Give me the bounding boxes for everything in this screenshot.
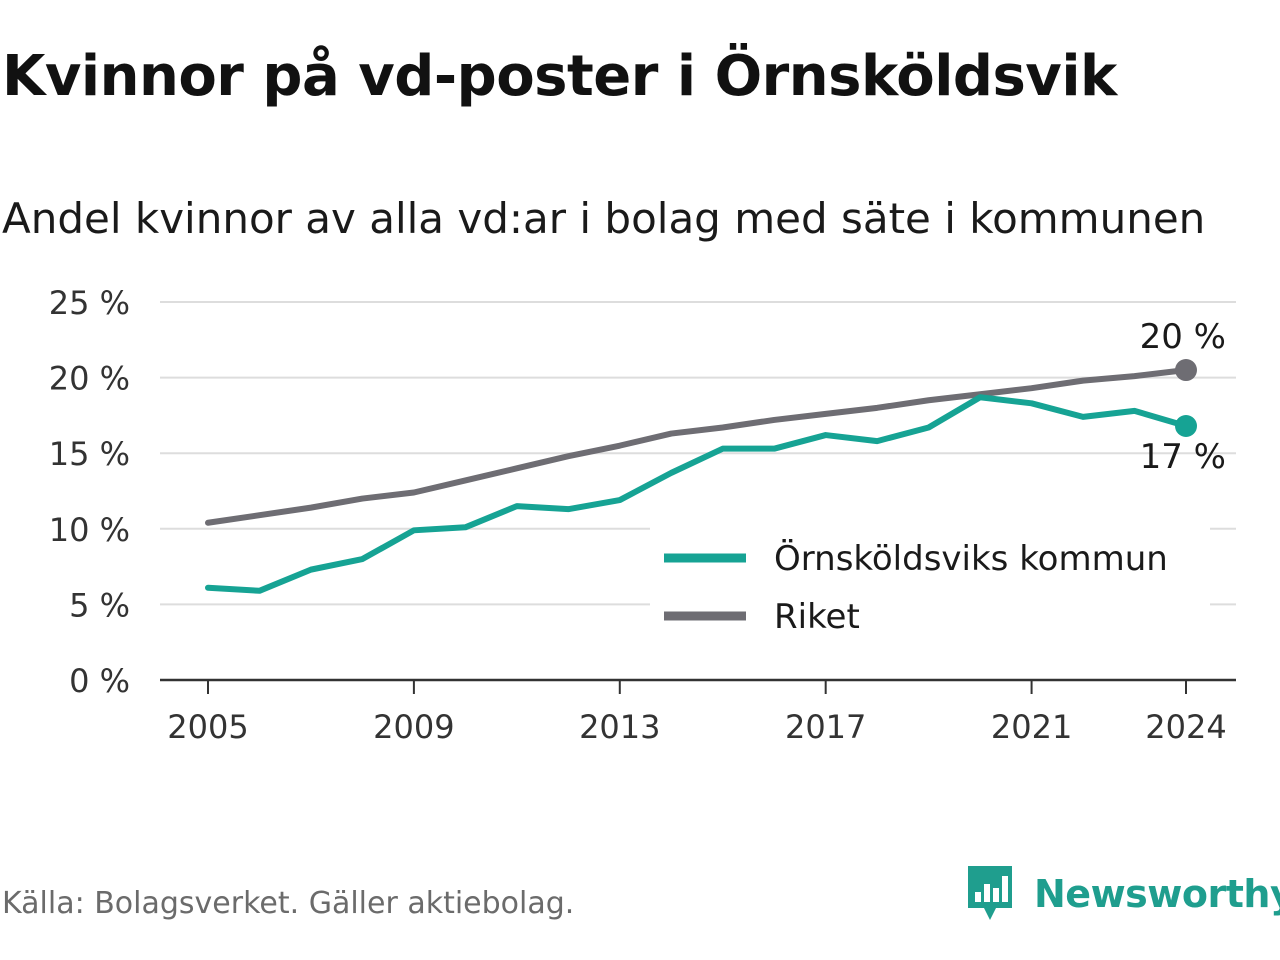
y-tick-label: 10 % (49, 511, 130, 549)
bar-chart-speech-bubble-icon (968, 866, 1012, 920)
x-tick-label: 2005 (167, 708, 248, 746)
end-value-label: 17 % (1140, 437, 1226, 477)
x-tick-label: 2021 (991, 708, 1072, 746)
series-line (205, 394, 1189, 594)
y-tick-label: 20 % (49, 360, 130, 398)
end-point-marker (1175, 359, 1197, 382)
chart-title: Kvinnor på vd-poster i Örnsköldsvik (2, 44, 1117, 109)
end-labels: 17 % 20 % (1140, 317, 1226, 477)
x-tick-label: 2009 (373, 708, 454, 746)
y-tick-label: 0 % (69, 662, 130, 700)
end-point-marker (1175, 414, 1197, 437)
legend: Örnsköldsviks kommun Riket (650, 526, 1210, 644)
y-tick-label: 15 % (49, 435, 130, 473)
legend-label: Riket (774, 597, 860, 637)
y-axis-labels: 0 % 5 % 10 % 15 % 20 % 25 % (49, 284, 130, 700)
source-note: Källa: Bolagsverket. Gäller aktiebolag. (2, 886, 575, 921)
series-lines (205, 359, 1197, 594)
brand-name: Newsworthy (1034, 872, 1280, 916)
y-tick-label: 5 % (69, 586, 130, 624)
y-tick-label: 25 % (49, 284, 130, 322)
end-value-label: 20 % (1140, 317, 1226, 357)
x-axis-labels: 2005 2009 2013 2017 2021 2024 (167, 708, 1226, 746)
chart-subtitle: Andel kvinnor av alla vd:ar i bolag med … (2, 194, 1206, 243)
legend-label: Örnsköldsviks kommun (774, 538, 1168, 579)
line-chart: 0 %5 %10 %15 %20 %25 % 2005 2009 2013 2017 2… (49, 284, 1236, 746)
legend-background (650, 526, 1210, 644)
x-axis (160, 678, 1236, 694)
brand[interactable]: Newsworthy (964, 862, 1280, 926)
x-tick-label: 2024 (1145, 708, 1226, 746)
series-line (205, 367, 1189, 526)
x-tick-label: 2017 (785, 708, 866, 746)
x-tick-label: 2013 (579, 708, 660, 746)
